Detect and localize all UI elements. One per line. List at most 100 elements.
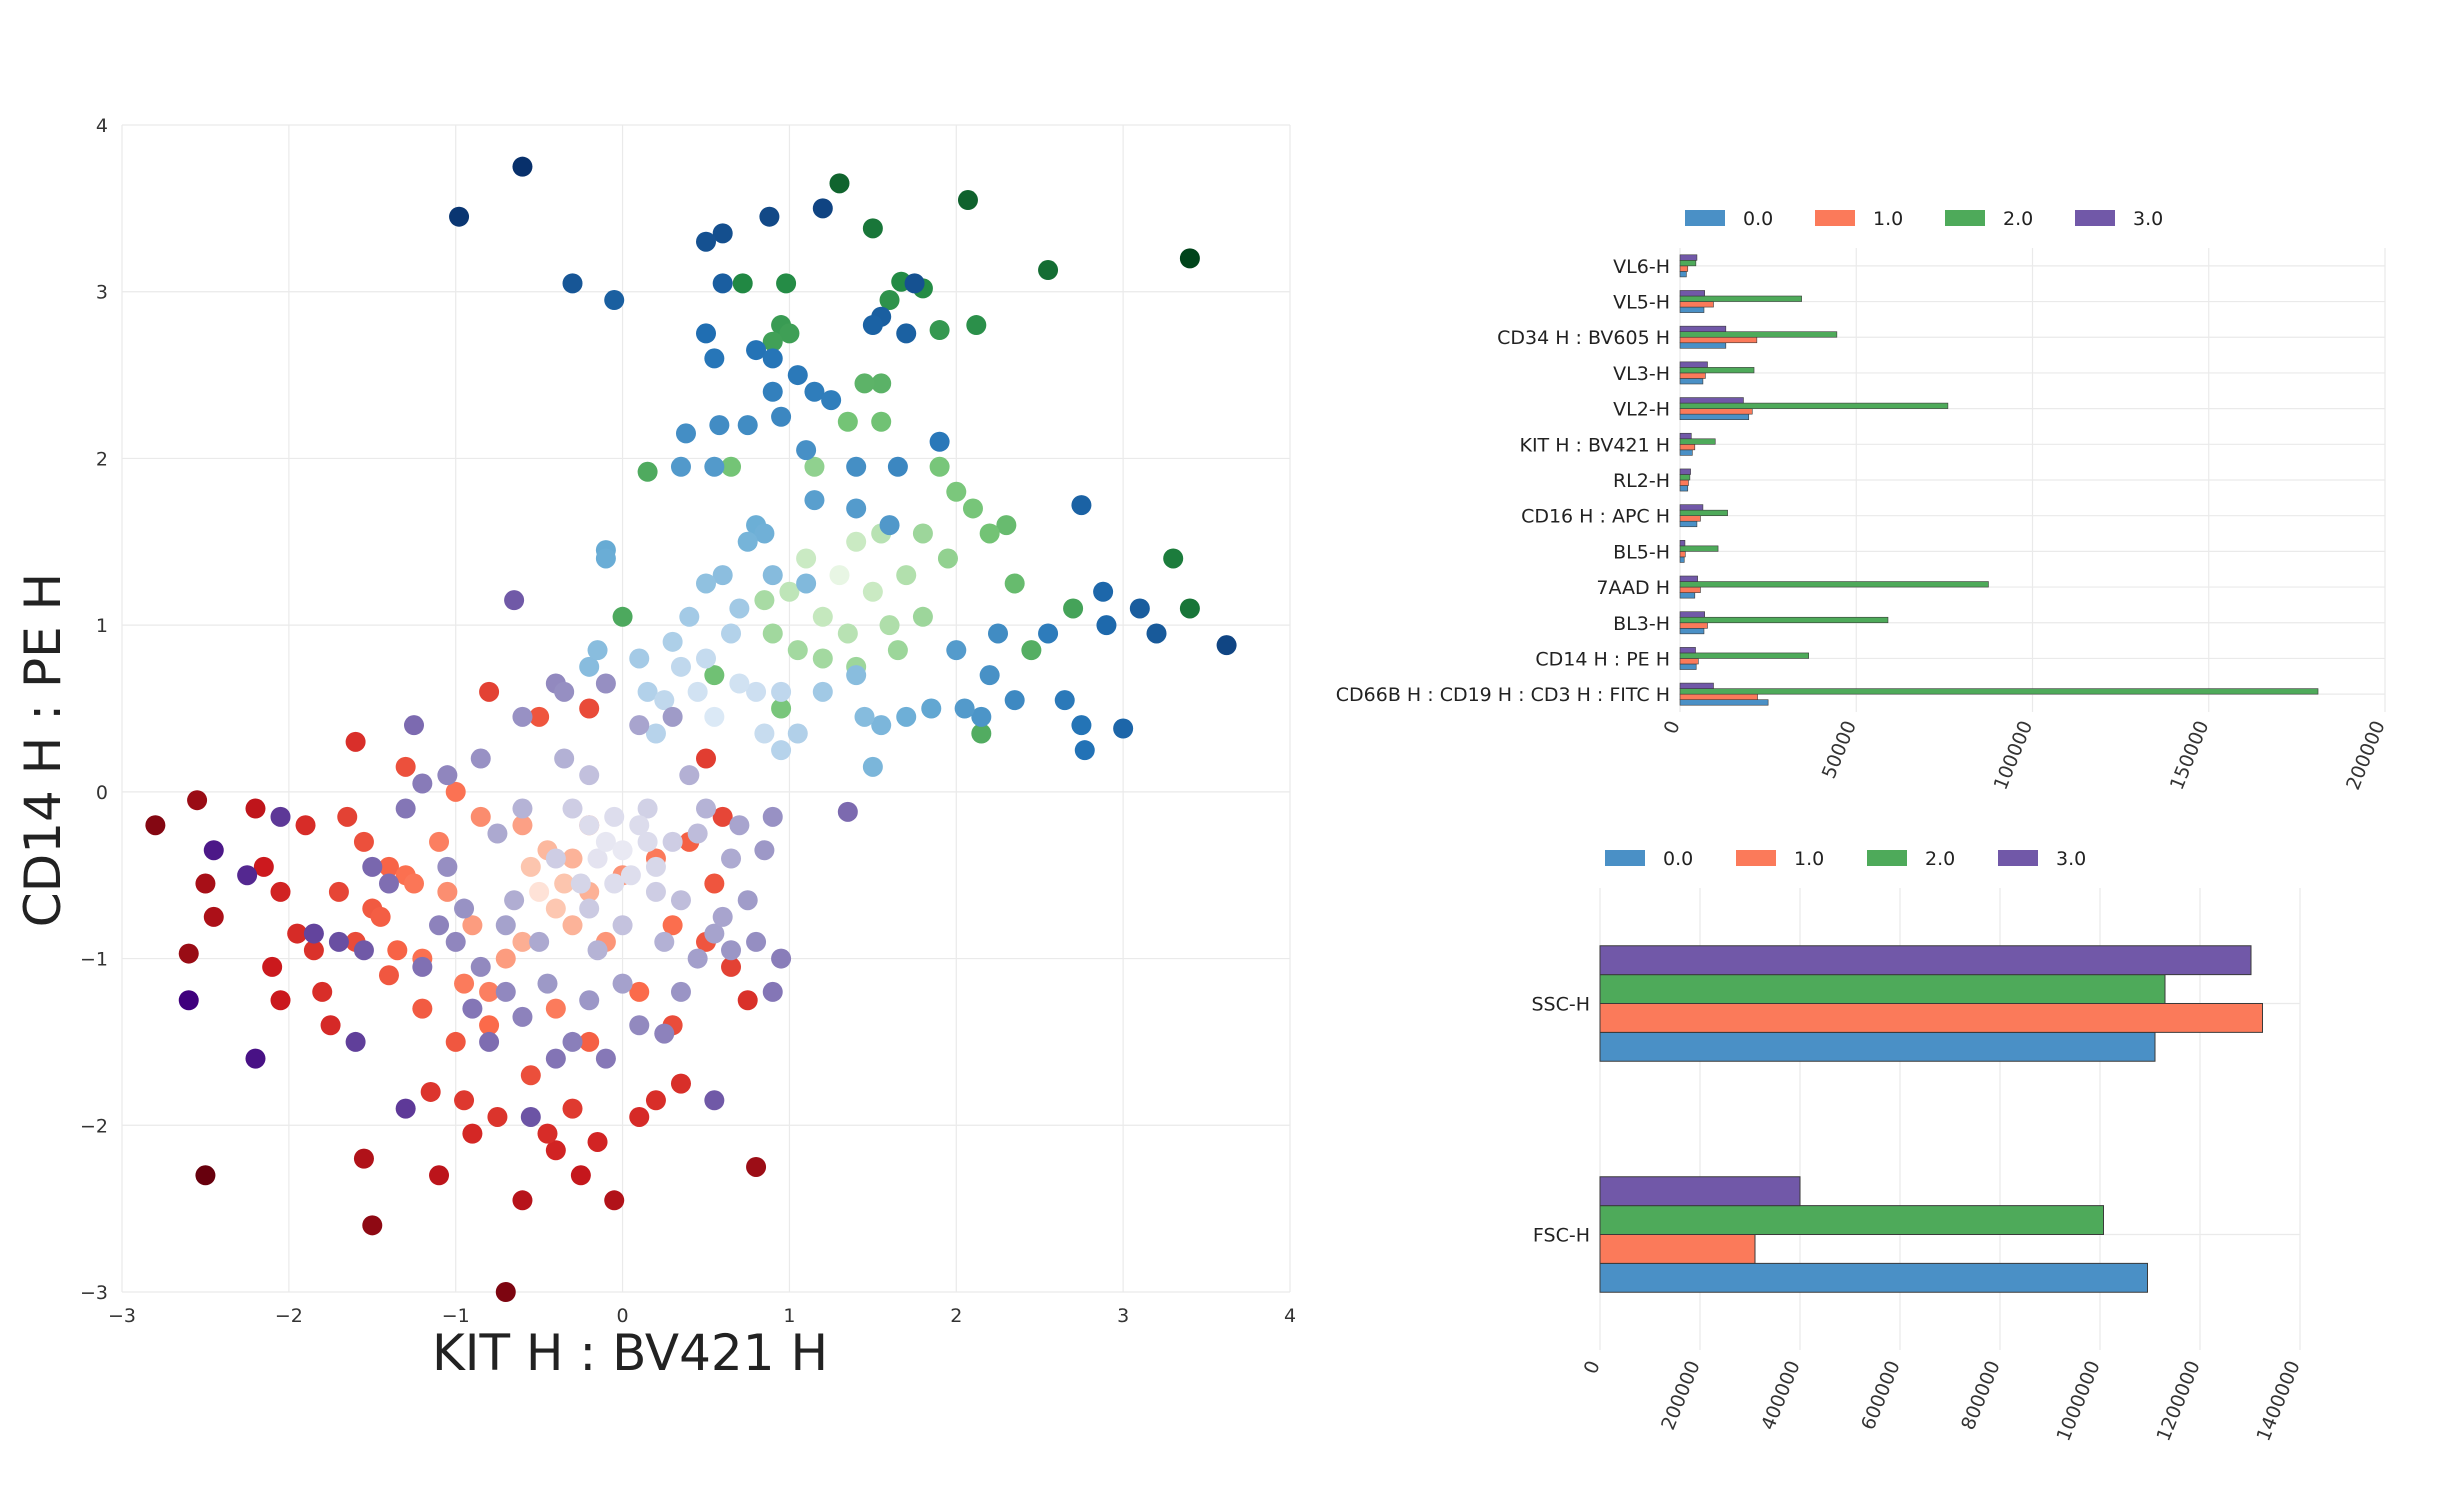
scatter-point-group-3	[479, 1031, 500, 1052]
scatter-point-group-0	[195, 1165, 216, 1186]
scatter-point-group-0	[545, 898, 566, 919]
scatter-point-group-2	[771, 406, 792, 427]
scatter-point-group-0	[387, 940, 408, 961]
scatter-point-group-0	[362, 1215, 383, 1236]
scatter-point-group-1	[771, 698, 792, 719]
scatter-x-tick: −2	[275, 1305, 303, 1327]
scatter-point-group-3	[445, 931, 466, 952]
scatter-y-label: CD14 H : PE H	[14, 573, 72, 927]
scatter-y-tick: 4	[96, 115, 108, 137]
bar-0.0	[1679, 663, 1697, 670]
bar-3.0	[1679, 504, 1704, 511]
bar-0.0	[1679, 271, 1687, 278]
scatter-point-group-2	[1129, 598, 1150, 619]
scatter-point-group-0	[712, 806, 733, 827]
scatter-x-tick: −1	[442, 1305, 470, 1327]
scatter-point-group-3	[579, 990, 600, 1011]
scatter-point-group-0	[495, 948, 516, 969]
bar-1.0	[1679, 586, 1701, 593]
scatter-point-group-3	[529, 931, 550, 952]
scatter-point-group-3	[270, 806, 291, 827]
scatter-point-group-1	[979, 523, 1000, 544]
scatter-point-group-3	[579, 815, 600, 836]
scatter-point-group-2	[771, 681, 792, 702]
scatter-point-group-2	[754, 723, 775, 744]
scatter-point-group-0	[378, 856, 399, 877]
legend-swatch	[1867, 850, 1907, 866]
scatter-point-group-1	[612, 606, 633, 627]
scatter-point-group-1	[637, 461, 658, 482]
bar-3.0	[1679, 361, 1708, 368]
scatter-point-group-2	[904, 273, 925, 294]
scatter-point-group-2	[675, 423, 696, 444]
scatter-point-group-3	[645, 881, 666, 902]
scatter-point-group-1	[812, 606, 833, 627]
scatter-point-group-0	[420, 1081, 441, 1102]
bar-category-label: RL2-H	[1613, 470, 1670, 492]
scatter-point-group-3	[203, 840, 224, 861]
bar-1.0	[1679, 479, 1689, 486]
scatter-point-group-0	[554, 873, 575, 894]
scatter-point-group-2	[696, 231, 716, 252]
scatter-point-group-2	[746, 340, 767, 361]
bar-3.0	[1679, 468, 1691, 475]
scatter-point-group-2	[771, 740, 792, 761]
legend-swatch	[2075, 210, 2115, 226]
scatter-point-group-2	[846, 665, 867, 686]
bar-2.0	[1679, 652, 1809, 659]
scatter-point-group-3	[512, 706, 533, 727]
scatter-point-group-2	[946, 640, 967, 661]
bar-3.0	[1679, 647, 1696, 654]
bar-1.0	[1679, 265, 1689, 272]
scatter-point-group-1	[929, 320, 950, 341]
scatter-x-label: KIT H : BV421 H	[432, 1324, 828, 1382]
scatter-point-group-0	[303, 940, 324, 961]
scatter-point-group-2	[729, 673, 750, 694]
scatter-point-group-0	[520, 856, 541, 877]
scatter-point-group-1	[929, 456, 950, 477]
scatter-point-group-2	[862, 756, 883, 777]
scatter-point-group-1	[732, 273, 753, 294]
bar-0.0	[1679, 699, 1769, 706]
bar-2.0	[1679, 474, 1691, 481]
scatter-point-group-3	[637, 798, 658, 819]
scatter-point-group-0	[696, 748, 716, 769]
scatter-point-group-3	[512, 1006, 533, 1027]
scatter-point-group-3	[687, 948, 708, 969]
scatter-point-group-2	[988, 623, 1008, 644]
scatter-point-group-3	[696, 798, 716, 819]
scatter-point-group-2	[696, 648, 716, 669]
bar-3.0	[1679, 397, 1744, 404]
scatter-point-group-0	[579, 1031, 600, 1052]
bar-1.0	[1679, 301, 1714, 308]
scatter-x-tick: 1	[783, 1305, 795, 1327]
scatter-point-group-2	[670, 656, 691, 677]
scatter-point-group-0	[520, 1065, 541, 1086]
scatter-point-group-0	[487, 1106, 508, 1127]
scatter-point-group-0	[670, 1073, 691, 1094]
scatter-point-group-2	[762, 565, 783, 586]
scatter-point-group-0	[287, 923, 308, 944]
scatter-point-group-1	[966, 315, 987, 336]
scatter-point-group-1	[704, 665, 725, 686]
scatter-point-group-2	[854, 706, 875, 727]
scatter-point-group-3	[237, 865, 258, 886]
bar-0.0	[1679, 485, 1689, 492]
scatter-point-group-3	[604, 873, 625, 894]
scatter-point-group-2	[696, 573, 716, 594]
bar-category-label: KIT H : BV421 H	[1519, 434, 1670, 456]
scatter-point-group-3	[545, 848, 566, 869]
scatter-point-group-3	[620, 865, 641, 886]
bar-0.0	[1679, 520, 1698, 528]
scatter-point-group-3	[328, 931, 349, 952]
scatter-point-group-0	[704, 873, 725, 894]
scatter-point-group-0	[445, 1031, 466, 1052]
scatter-point-group-2	[604, 290, 625, 311]
bar-2.0	[1679, 509, 1728, 516]
scatter-point-group-3	[587, 848, 608, 869]
legend-label: 1.0	[1873, 208, 1903, 230]
scatter-point-group-3	[495, 915, 516, 936]
scatter-point-group-0	[445, 781, 466, 802]
scatter-point-group-1	[912, 606, 933, 627]
bar-0.0	[1679, 378, 1704, 385]
